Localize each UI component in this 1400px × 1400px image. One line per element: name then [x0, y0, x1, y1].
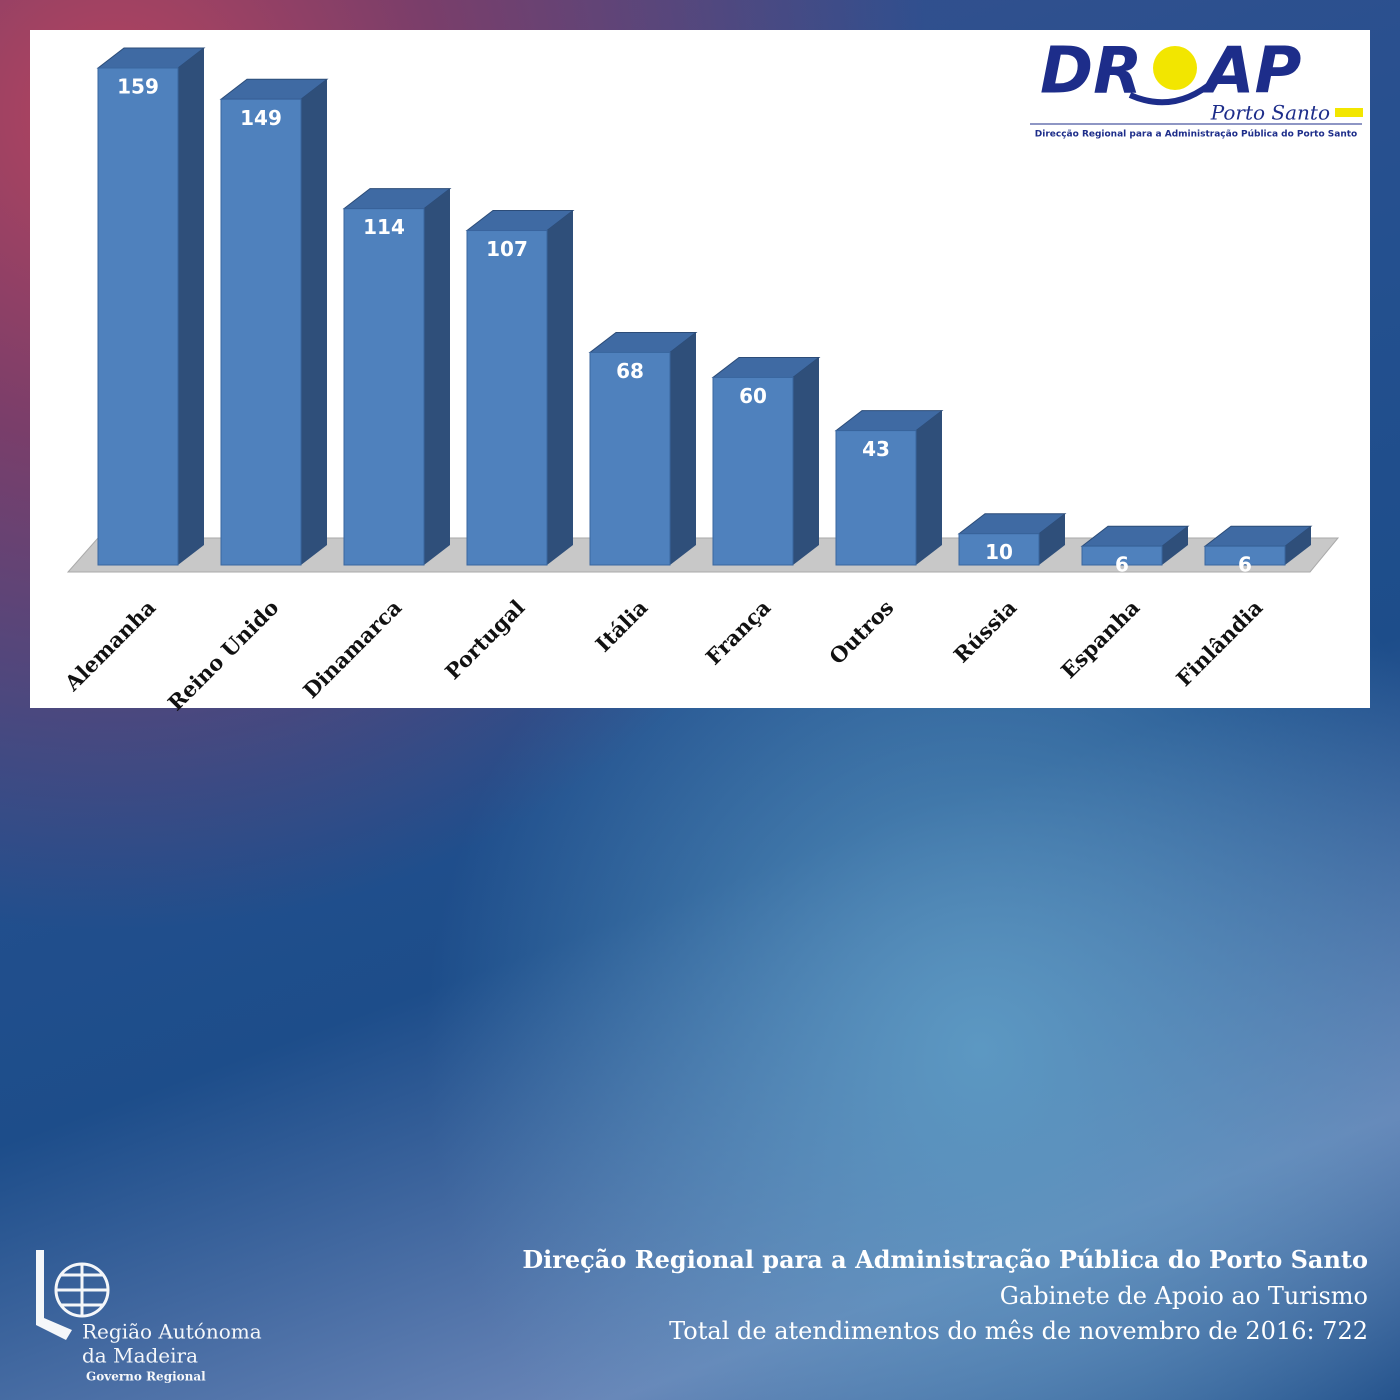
bar — [343, 208, 425, 566]
logo-wave — [1128, 77, 1217, 106]
bar-side — [178, 48, 204, 565]
bar — [97, 67, 179, 566]
bar — [712, 376, 794, 566]
logo-caption: Direcção Regional para a Administração P… — [1035, 130, 1357, 140]
bar — [1081, 545, 1163, 566]
logo-sun — [1153, 46, 1197, 90]
data-label: 60 — [739, 384, 767, 408]
data-label: 149 — [240, 106, 282, 130]
bar-side — [1162, 526, 1188, 565]
emblem-shield — [36, 1250, 72, 1340]
bar-side — [547, 210, 573, 565]
emblem-text: da Madeira — [82, 1344, 198, 1368]
data-label: 107 — [486, 237, 528, 261]
footer-title: Direção Regional para a Administração Pú… — [522, 1245, 1368, 1274]
emblem: Região Autónoma da Madeira Governo Regio… — [36, 1250, 262, 1384]
bar-side — [1039, 513, 1065, 565]
bar-side — [670, 332, 696, 565]
emblem-text: Governo Regional — [86, 1370, 206, 1384]
data-label: 6 — [1115, 553, 1129, 577]
footer-subtitle: Gabinete de Apoio ao Turismo — [999, 1282, 1368, 1310]
emblem-text: Região Autónoma — [82, 1320, 262, 1344]
footer-total: Total de atendimentos do mês de novembro… — [669, 1317, 1368, 1345]
bar-side — [793, 357, 819, 565]
bar — [958, 533, 1040, 566]
data-label: 6 — [1238, 553, 1252, 577]
bar-side — [424, 188, 450, 565]
bar — [466, 230, 548, 566]
emblem-grid — [56, 1264, 108, 1316]
bar — [835, 430, 917, 566]
bar-side — [301, 79, 327, 565]
logo-place: Porto Santo — [1210, 101, 1330, 125]
bar-side — [1285, 526, 1311, 565]
data-label: 43 — [862, 437, 890, 461]
bar — [220, 98, 302, 566]
logo-text: AP — [1200, 35, 1302, 109]
logo: DR AP Porto Santo Direcção Regional para… — [1030, 35, 1363, 140]
bar — [589, 351, 671, 566]
bar — [1204, 545, 1286, 566]
bar-side — [916, 410, 942, 565]
logo-bar — [1335, 108, 1363, 117]
data-label: 159 — [117, 75, 159, 99]
logo-text: DR — [1040, 35, 1142, 109]
data-label: 68 — [616, 359, 644, 383]
data-label: 10 — [985, 540, 1013, 564]
data-label: 114 — [363, 215, 405, 239]
